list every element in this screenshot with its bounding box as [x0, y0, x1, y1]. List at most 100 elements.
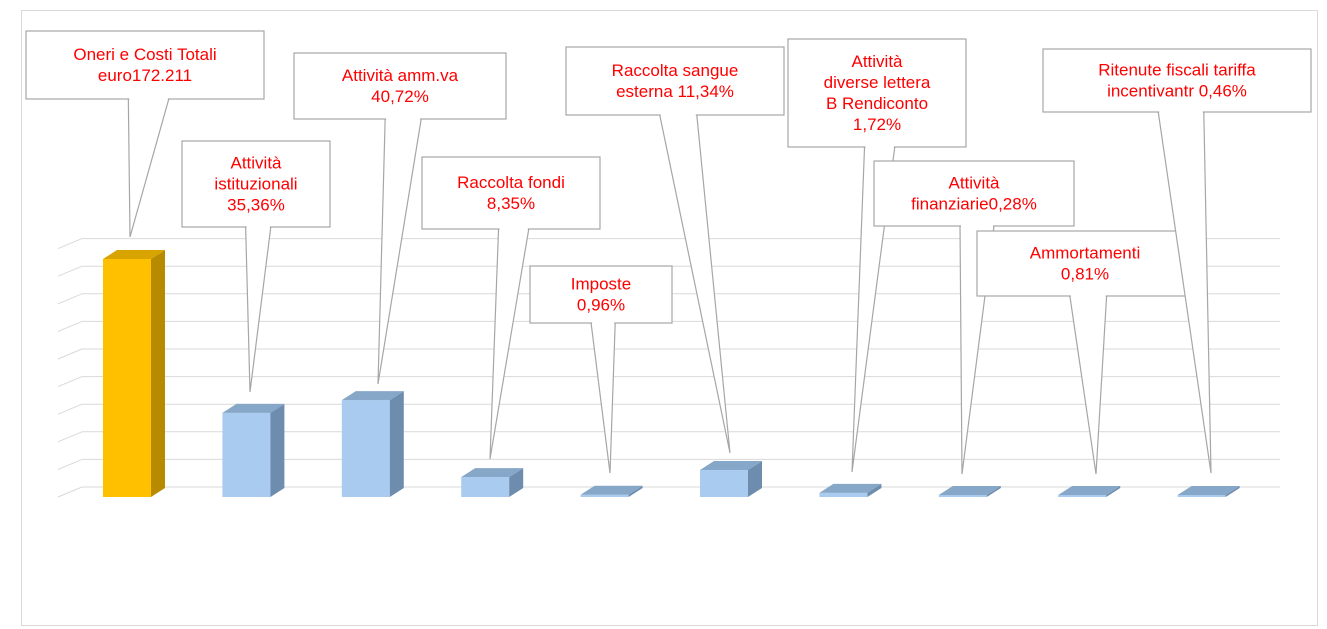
bar-top: [461, 468, 524, 478]
data-label-line: Raccolta fondi: [457, 173, 565, 192]
data-label-line: 1,72%: [853, 115, 901, 134]
bar-top: [700, 461, 762, 471]
data-label-line: 35,36%: [227, 196, 285, 215]
callout-5: Raccolta sangue esterna 11,34%: [565, 46, 785, 454]
gridline-side: [57, 376, 83, 388]
bar-front: [1058, 495, 1107, 497]
bars: [103, 250, 1240, 497]
callout-pointer: [590, 322, 616, 474]
bar-top: [1058, 486, 1121, 495]
data-label-line: B Rendiconto: [826, 94, 928, 113]
data-label-line: Attività amm.va: [342, 66, 459, 85]
bar-side: [270, 403, 285, 497]
bar-side: [509, 468, 524, 497]
bar-front: [1177, 495, 1226, 497]
data-label-line: Imposte: [571, 275, 631, 294]
gridline-side: [57, 458, 83, 470]
gridline-side: [57, 320, 83, 332]
callout-pointer: [127, 98, 170, 238]
bar-side: [628, 485, 643, 497]
gridline-side: [57, 265, 83, 277]
bar-front: [819, 492, 868, 497]
data-label-line: finanziarie0,28%: [911, 195, 1037, 214]
bar-side: [867, 483, 882, 497]
bar-front: [461, 477, 510, 497]
data-label-line: Attività: [948, 174, 1000, 193]
callout-pointer: [1069, 295, 1108, 475]
bar-side: [1106, 486, 1121, 497]
data-label-line: Attività: [851, 52, 903, 71]
bar-front: [341, 400, 390, 497]
bar-4: [580, 485, 643, 497]
data-label-line: Attività: [230, 154, 282, 173]
data-label-line: istituzionali: [214, 175, 297, 194]
callouts: Oneri e Costi Totali euro172.211 Attività i…: [25, 30, 1312, 475]
bar-6: [819, 483, 882, 497]
data-label-line: Ritenute fiscali tariffa: [1098, 61, 1256, 80]
bar-front: [103, 259, 151, 497]
callout-pointer: [489, 228, 530, 460]
callout-7: Attività finanziarie0,28%: [873, 160, 1075, 475]
bar-side: [748, 461, 762, 497]
callout-box: [873, 160, 1075, 227]
bar-top: [103, 250, 165, 259]
bar-front: [700, 470, 748, 497]
bar-top: [222, 403, 285, 413]
callout-0: Oneri e Costi Totali euro172.211: [25, 30, 265, 238]
data-label-line: 40,72%: [371, 87, 429, 106]
bar-top: [341, 391, 404, 401]
callout-box: [976, 230, 1194, 297]
data-label-line: Oneri e Costi Totali: [73, 45, 216, 64]
callout-box: [565, 46, 785, 116]
bar-top: [938, 486, 1001, 495]
chart-svg: Oneri e Costi Totali euro172.211 Attività i…: [25, 30, 1312, 498]
callout-pointer: [377, 118, 422, 385]
callout-box: [25, 30, 265, 100]
callout-9: Ritenute fiscali tariffa incentivantr 0,4…: [1042, 48, 1312, 474]
gridline-side: [57, 293, 83, 305]
data-label-line: Ammortamenti: [1030, 244, 1141, 263]
data-label-line: diverse lettera: [824, 73, 931, 92]
callout-pointer: [245, 226, 272, 393]
gridline-side: [57, 486, 83, 498]
callout-2: Attività amm.va 40,72%: [293, 52, 507, 385]
gridline-side: [57, 403, 83, 415]
gridline-side: [57, 348, 83, 360]
bar-top: [1177, 486, 1240, 495]
bar-front: [938, 495, 987, 497]
bar-top: [580, 485, 643, 495]
data-label-line: 0,96%: [577, 296, 625, 315]
bar-side: [1225, 486, 1240, 497]
bar-side: [389, 391, 404, 497]
callout-4: Imposte 0,96%: [529, 265, 673, 474]
callout-box: [529, 265, 673, 324]
bar-3: [461, 468, 524, 497]
callout-6: Attività diverse lettera B Rendiconto 1,72%: [787, 38, 967, 473]
data-label-line: Raccolta sangue: [612, 61, 739, 80]
bar-side: [986, 486, 1001, 497]
bar-7: [938, 486, 1001, 497]
bar-front: [222, 412, 271, 497]
bar-side: [151, 250, 165, 497]
data-label-line: 8,35%: [487, 194, 535, 213]
data-label-line: esterna 11,34%: [616, 82, 734, 101]
gridline-side: [57, 431, 83, 443]
callout-3: Raccolta fondi 8,35%: [421, 156, 601, 460]
gridline-side: [57, 238, 83, 250]
callout-box: [787, 38, 967, 148]
bar-8: [1058, 486, 1121, 497]
chart-frame: Oneri e Costi Totali euro172.211 Attività i…: [21, 10, 1318, 626]
bar-front: [580, 494, 629, 497]
callout-box: [181, 140, 331, 228]
bar-2: [341, 391, 404, 497]
callout-1: Attività istituzionali 35,36%: [181, 140, 331, 393]
bar-9: [1177, 486, 1240, 497]
callout-box: [293, 52, 507, 120]
callout-box: [1042, 48, 1312, 113]
callout-box: [421, 156, 601, 230]
data-label-line: 0,81%: [1061, 265, 1109, 284]
bar-top: [819, 483, 882, 493]
bar-1: [222, 403, 285, 497]
bar-0: [103, 250, 165, 497]
data-label-line: euro172.211: [98, 66, 192, 85]
